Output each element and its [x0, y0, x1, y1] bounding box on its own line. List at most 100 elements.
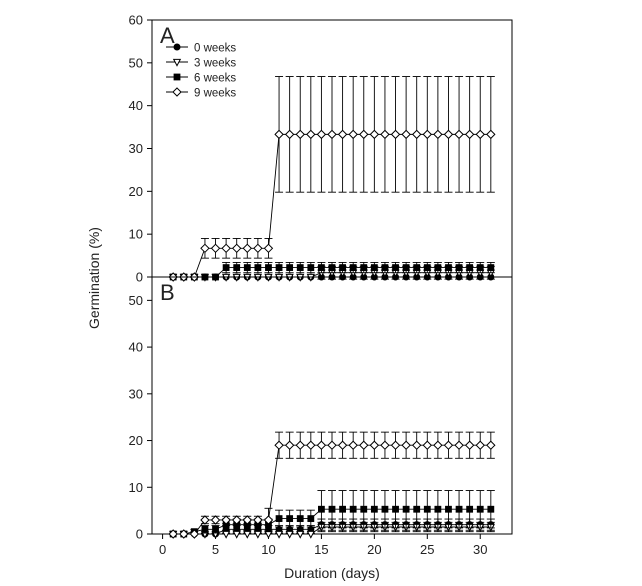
plot-frame-B — [151, 276, 513, 535]
data-point — [413, 264, 421, 271]
data-point — [348, 129, 358, 140]
data-point — [487, 505, 495, 513]
data-point — [401, 440, 411, 450]
data-point — [422, 129, 433, 140]
data-point — [339, 264, 346, 271]
data-point — [466, 264, 474, 271]
data-point — [327, 440, 337, 450]
data-point — [307, 515, 315, 522]
series-B-9-weeks — [168, 431, 496, 539]
legend-marker — [172, 58, 182, 67]
data-point — [231, 515, 242, 525]
data-point — [443, 129, 454, 140]
legend-label: 3 weeks — [194, 58, 236, 70]
data-point — [422, 440, 433, 450]
data-point — [242, 515, 253, 525]
y-tick-label-B: 50 — [129, 293, 143, 308]
data-point — [316, 129, 327, 140]
data-point — [307, 264, 315, 271]
data-point — [370, 264, 378, 271]
data-point — [337, 440, 348, 450]
data-point — [454, 129, 464, 140]
data-point — [359, 440, 369, 450]
x-tick-label: 5 — [212, 542, 219, 557]
data-point — [221, 243, 231, 254]
data-point — [243, 264, 251, 271]
data-point — [433, 129, 443, 140]
y-tick-label-A: 20 — [129, 184, 143, 199]
x-tick-label: 25 — [420, 542, 434, 557]
data-point — [423, 505, 431, 513]
legend-label: 9 weeks — [194, 88, 236, 100]
data-point — [328, 505, 336, 513]
data-point — [487, 264, 495, 271]
data-point — [274, 440, 284, 450]
data-point — [327, 129, 337, 140]
data-point — [475, 129, 485, 140]
y-tick-label-B: 0 — [136, 527, 143, 542]
data-point — [168, 529, 178, 539]
data-point — [231, 243, 242, 254]
data-point — [286, 515, 294, 522]
data-point — [337, 129, 348, 140]
data-point — [359, 129, 369, 140]
data-point — [243, 530, 252, 539]
data-point — [486, 129, 496, 140]
data-point — [445, 264, 452, 271]
data-point — [263, 243, 274, 254]
x-axis-title: Duration (days) — [284, 565, 380, 581]
data-point — [466, 505, 474, 513]
data-point — [201, 525, 209, 533]
data-point — [433, 440, 443, 450]
data-point — [306, 530, 315, 539]
series-A-9-weeks — [168, 76, 496, 282]
data-point — [212, 525, 219, 533]
y-tick-label-B: 20 — [129, 433, 143, 448]
data-point — [445, 505, 452, 513]
y-tick-label-A: 10 — [129, 227, 143, 242]
data-point — [274, 530, 284, 539]
data-point — [200, 515, 210, 525]
data-point — [253, 530, 263, 539]
data-point — [390, 129, 401, 140]
data-point — [381, 505, 389, 513]
x-tick-label: 30 — [473, 542, 487, 557]
data-point — [486, 440, 496, 450]
data-point — [221, 515, 231, 525]
data-point — [475, 440, 485, 450]
data-point — [360, 264, 368, 271]
panel-label-B: B — [160, 280, 175, 305]
data-point — [328, 264, 336, 271]
data-point — [348, 440, 358, 450]
data-point — [349, 264, 357, 271]
data-point — [210, 243, 221, 254]
y-axis-title: Germination (%) — [86, 227, 102, 329]
x-tick-label: 0 — [159, 542, 166, 557]
data-point — [413, 505, 421, 513]
data-point — [306, 440, 316, 450]
series-B-6-weeks — [169, 490, 495, 538]
data-point — [464, 129, 475, 140]
data-point — [349, 505, 357, 513]
x-tick-label: 10 — [261, 542, 275, 557]
panel-label-A: A — [160, 23, 175, 48]
data-point — [360, 505, 368, 513]
data-point — [402, 505, 410, 513]
data-point — [369, 440, 380, 450]
y-tick-label-B: 40 — [129, 340, 143, 355]
y-tick-label-A: 60 — [129, 13, 143, 28]
data-point — [189, 529, 200, 539]
data-point — [401, 129, 411, 140]
data-point — [455, 264, 463, 271]
data-point — [411, 129, 422, 140]
data-point — [402, 264, 410, 271]
data-point — [222, 264, 230, 271]
data-point — [476, 505, 484, 513]
legend-label: 0 weeks — [194, 43, 236, 55]
data-point — [318, 264, 325, 271]
y-tick-label-A: 30 — [129, 141, 143, 156]
data-point — [233, 264, 241, 271]
data-point — [464, 440, 475, 450]
data-point — [411, 440, 422, 450]
